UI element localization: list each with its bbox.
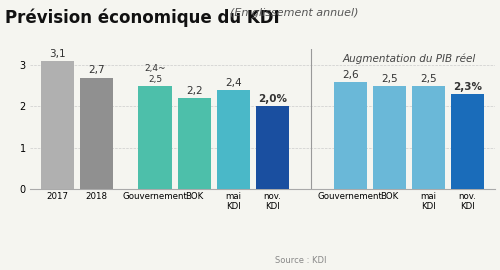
- Text: 2,7: 2,7: [88, 65, 104, 75]
- Text: 3,1: 3,1: [49, 49, 66, 59]
- Bar: [178, 98, 210, 189]
- Bar: [256, 106, 289, 189]
- Text: Prévision économique du KDI: Prévision économique du KDI: [5, 8, 280, 27]
- Bar: [334, 82, 367, 189]
- Bar: [451, 94, 484, 189]
- Bar: [216, 90, 250, 189]
- Text: 2,3%: 2,3%: [453, 82, 482, 92]
- Text: 2,5: 2,5: [381, 74, 398, 84]
- Bar: [412, 86, 445, 189]
- Text: 2,2: 2,2: [186, 86, 202, 96]
- Text: Augmentation du PIB réel: Augmentation du PIB réel: [342, 53, 475, 64]
- Bar: [40, 61, 74, 189]
- Text: 2,6: 2,6: [342, 70, 358, 80]
- Text: 2,5: 2,5: [420, 74, 437, 84]
- Text: (En glissement annuel): (En glissement annuel): [230, 8, 358, 18]
- Bar: [80, 77, 113, 189]
- Text: 2,4~
2,5: 2,4~ 2,5: [144, 64, 166, 84]
- Bar: [138, 86, 172, 189]
- Bar: [373, 86, 406, 189]
- Text: 2,0%: 2,0%: [258, 94, 287, 104]
- Text: 2,4: 2,4: [225, 78, 242, 88]
- Text: Source : KDI: Source : KDI: [275, 256, 326, 265]
